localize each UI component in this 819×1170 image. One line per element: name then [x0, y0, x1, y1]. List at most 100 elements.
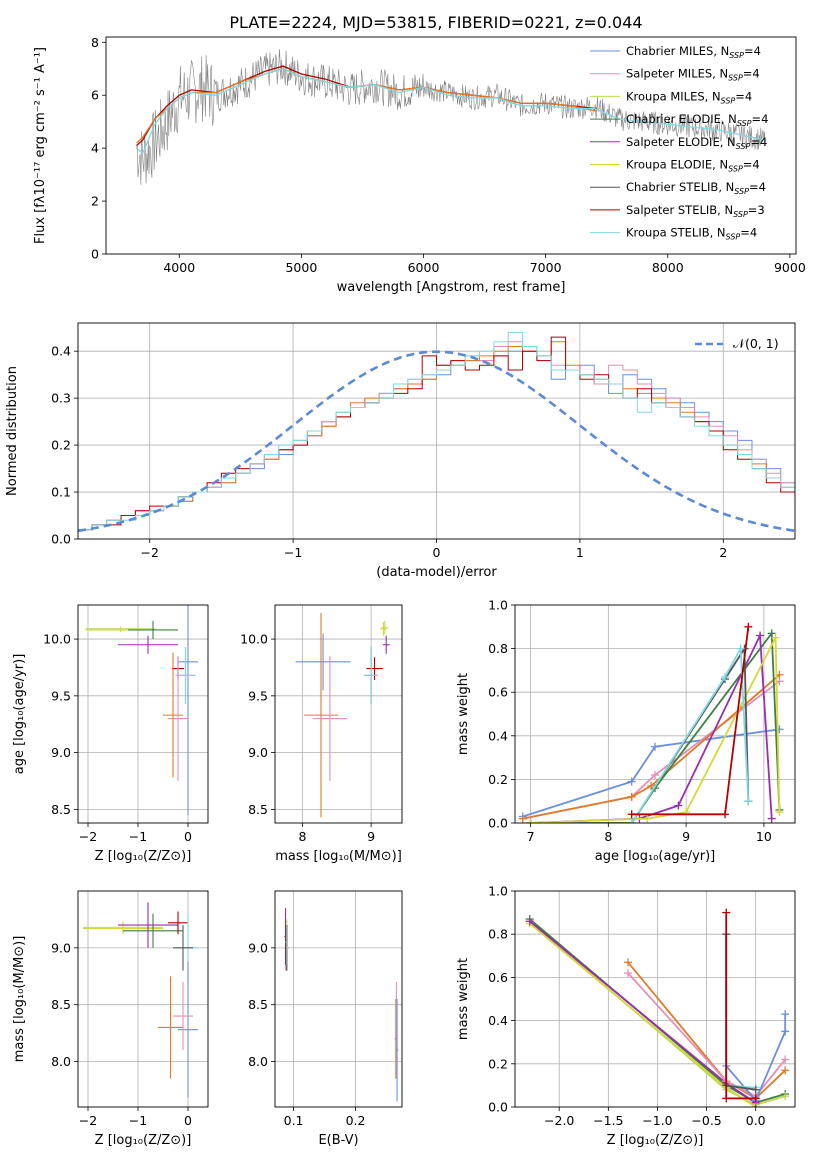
panel-age-vs-Z: −2 −1 0 8.5 9.0 9.5 10.0 Z [log₁₀(Z/Z⊙)] age [lo… [12, 604, 209, 864]
x-tick-label: −1.5 [593, 1113, 623, 1128]
y-tick-label: 8.5 [248, 997, 268, 1012]
y-tick-label: 8.5 [51, 802, 71, 817]
legend-label: Chabrier STELIB, NSSP=4 [626, 180, 766, 196]
y-tick-label: 0.0 [488, 1100, 508, 1115]
y-tick-label: 0.0 [51, 532, 71, 547]
legend-subscript: SSP [721, 96, 736, 105]
y-tick-label: 2 [91, 194, 99, 209]
legend-label: Chabrier ELODIE, NSSP=4 [626, 112, 768, 128]
y-tick-label: 8 [91, 35, 99, 50]
mass-weight-line [725, 1014, 787, 1103]
x-axis-label: wavelength [Angstrom, rest frame] [337, 280, 566, 295]
y-tick-label: 10.0 [43, 632, 71, 647]
errorbar-point [158, 976, 183, 1079]
mass-weight-line [522, 680, 780, 820]
x-tick-label: −2 [79, 1113, 97, 1128]
x-tick-label: 9000 [774, 260, 806, 275]
errorbar-point [381, 620, 389, 635]
x-tick-label: 5000 [285, 260, 317, 275]
y-tick-label: 0.0 [488, 816, 508, 831]
x-tick-label: 7 [527, 829, 535, 844]
legend-label: Salpeter STELIB, NSSP=3 [626, 203, 765, 219]
histogram-step [78, 336, 795, 531]
errorbar-point [168, 656, 188, 781]
errorbar-point [178, 961, 198, 1098]
axes-frame [77, 890, 209, 1108]
x-tick-label: 7000 [530, 260, 562, 275]
panel-mass-vs-ebv: 0.1 0.2 8.0 8.5 9.0 E(B-V) [248, 890, 403, 1148]
x-tick-label: 10 [756, 829, 772, 844]
x-axis-label: Z [log₁₀(Z/Z⊙)] [95, 1133, 192, 1148]
panel-spectrum: 4000 5000 6000 7000 8000 9000 0 2 4 6 8 wavelength … [33, 35, 806, 295]
x-tick-label: −2.0 [544, 1113, 574, 1128]
y-tick-label: 6 [91, 88, 99, 103]
y-tick-label: 8.5 [248, 802, 268, 817]
mass-weight-line [522, 728, 780, 818]
errorbar-point [380, 622, 387, 636]
y-tick-label: 1.0 [488, 598, 508, 613]
x-tick-label: −2 [79, 829, 97, 844]
y-tick-label: 8.0 [51, 1054, 71, 1069]
x-tick-label: −0.5 [691, 1113, 721, 1128]
plot-area [136, 48, 766, 185]
y-axis-label: mass [log₁₀(M/M⊙)] [12, 936, 27, 1063]
errorbar-point [303, 612, 339, 818]
errorbar-point [366, 657, 383, 680]
legend-value: =3 [748, 203, 765, 217]
errorbar-point [118, 635, 178, 654]
normal-curve [78, 350, 795, 533]
y-tick-label: 0.4 [51, 344, 71, 359]
legend-value: =4 [743, 158, 760, 172]
y-tick-label: 0.3 [51, 391, 71, 406]
legend-label: Kroupa ELODIE, NSSP=4 [626, 158, 760, 174]
y-tick-label: 0.8 [488, 641, 508, 656]
legend-value: =4 [740, 226, 757, 240]
x-tick-label: 9 [682, 829, 690, 844]
legend-label: Kroupa STELIB, NSSP=4 [626, 226, 757, 242]
panel-residuals: −2 −1 0 1 2 0.0 0.1 0.2 0.3 0.4 (data-model)/error… [5, 322, 796, 580]
errorbar-point [173, 981, 193, 1051]
legend-subscript: SSP [728, 74, 743, 83]
x-tick-label: 1 [576, 545, 584, 560]
y-tick-label: 10.0 [240, 632, 268, 647]
errorbar-point [175, 647, 196, 704]
histogram-step [78, 331, 795, 531]
legend-value: =4 [749, 180, 766, 194]
y-tick-label: 0.8 [488, 927, 508, 942]
legend-label: Kroupa MILES, NSSP=4 [626, 89, 752, 105]
histogram-step [78, 346, 795, 531]
legend-subscript: SSP [733, 210, 748, 219]
y-axis-label: mass weight [456, 673, 471, 755]
legend-subscript: SSP [726, 233, 741, 242]
panel-massweight-vs-Z: −2.0 −1.5 −1.0 −0.5 0.0 0.0 0.2 0.4 0.6 0.8 1.0 Z [… [456, 884, 796, 1148]
errorbar-point [295, 633, 351, 691]
axes-frame [105, 36, 797, 255]
errorbar-point [286, 925, 289, 971]
axes-frame [514, 604, 796, 824]
errorbar-point [83, 922, 163, 935]
legend-value: =4 [744, 44, 761, 58]
legend-subscript: SSP [728, 165, 743, 174]
figure-title: PLATE=2224, MJD=53815, FIBERID=0221, z=0… [229, 13, 642, 32]
legend-value: =4 [750, 135, 767, 149]
y-tick-label: 9.0 [51, 745, 71, 760]
plot-area [85, 605, 198, 816]
y-axis-label: Flux [fλ10⁻¹⁷ erg cm⁻² s⁻¹ A⁻¹] [33, 47, 48, 244]
x-axis-label: Z [log₁₀(Z/Z⊙)] [607, 1133, 704, 1148]
errorbar-point [364, 647, 378, 704]
errorbar-point [312, 656, 348, 781]
x-tick-label: −1 [129, 1113, 147, 1128]
x-tick-label: 0 [184, 1113, 192, 1128]
plot-area [525, 908, 790, 1107]
x-axis-label: Z [log₁₀(Z/Z⊙)] [95, 849, 192, 864]
x-tick-label: 4000 [163, 260, 195, 275]
errorbar-point [123, 913, 183, 948]
x-axis-label: E(B-V) [318, 1133, 358, 1148]
x-tick-label: 0 [184, 829, 192, 844]
legend-value: =4 [743, 67, 760, 81]
y-tick-label: 1.0 [488, 884, 508, 899]
x-axis-label: age [log₁₀(age/yr)] [595, 849, 716, 864]
y-tick-label: 4 [91, 141, 99, 156]
x-axis-label: (data-model)/error [376, 565, 497, 580]
